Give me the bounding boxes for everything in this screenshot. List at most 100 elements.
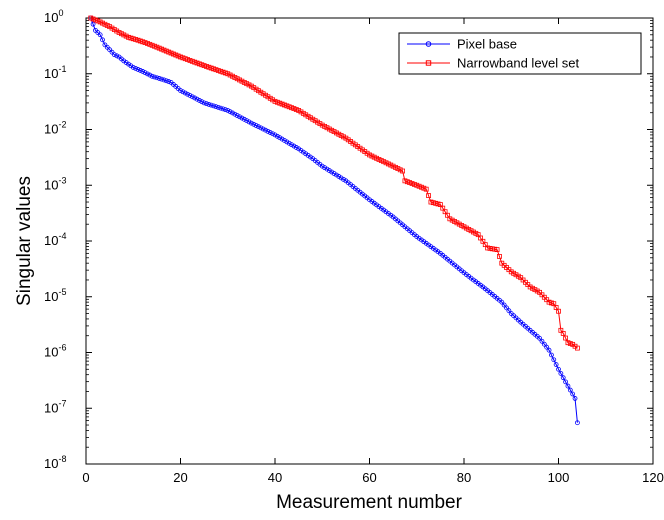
data-point: [196, 98, 202, 103]
data-point: [220, 106, 226, 112]
data-point: [270, 131, 276, 137]
data-point: [331, 171, 337, 176]
data-point: [293, 145, 299, 150]
data-point: [204, 101, 209, 107]
data-point: [189, 94, 195, 100]
data-point: [544, 344, 550, 350]
data-point: [114, 53, 120, 59]
data-point: [246, 119, 252, 125]
data-point: [253, 123, 259, 128]
y-tick-label: 10-5: [44, 287, 66, 304]
legend-marker-pixel-base: [425, 41, 432, 47]
data-point: [100, 37, 105, 43]
data-point: [560, 331, 566, 336]
data-point: [194, 96, 200, 102]
data-point: [504, 305, 509, 311]
data-point: [567, 387, 573, 393]
y-tick-label: 10-7: [44, 398, 66, 415]
data-point: [251, 121, 257, 127]
data-point: [237, 114, 242, 120]
data-point: [499, 299, 505, 305]
data-point: [336, 174, 342, 179]
data-point: [248, 120, 254, 126]
data-point: [560, 375, 566, 381]
data-point: [232, 111, 238, 117]
data-point: [565, 383, 571, 389]
x-axis-title: Measurement number: [276, 492, 463, 513]
data-point: [322, 165, 328, 171]
x-tick-label: 0: [82, 470, 89, 485]
data-point: [135, 67, 141, 72]
data-point: [192, 95, 198, 101]
data-point: [329, 169, 335, 175]
legend-marker-narrowband: [425, 60, 432, 66]
data-point: [324, 166, 330, 172]
y-tick-label: 10-4: [44, 231, 66, 248]
x-tick-label: 60: [362, 470, 376, 485]
legend: Pixel base Narrowband level set: [398, 32, 642, 75]
data-point: [494, 247, 500, 253]
data-point: [142, 70, 148, 76]
data-point: [539, 338, 545, 344]
data-point: [575, 420, 580, 426]
data-point: [180, 89, 186, 95]
legend-label-pixel-base: Pixel base: [457, 37, 517, 52]
data-point: [218, 105, 224, 111]
data-point: [163, 78, 169, 84]
data-point: [178, 88, 183, 93]
data-point: [227, 109, 233, 115]
data-point: [558, 371, 564, 376]
data-point: [400, 168, 405, 174]
data-point: [241, 116, 247, 122]
x-tick-label: 80: [457, 470, 471, 485]
data-point: [213, 104, 219, 110]
data-point: [215, 105, 221, 110]
data-series: [88, 15, 580, 426]
data-point: [501, 302, 507, 308]
data-point: [556, 366, 561, 372]
data-point: [107, 47, 113, 53]
data-point: [199, 99, 205, 105]
data-point: [338, 175, 344, 181]
data-point: [279, 136, 285, 142]
data-point: [208, 102, 214, 108]
data-point: [225, 108, 231, 113]
data-point: [546, 347, 552, 353]
data-point: [274, 133, 280, 139]
data-point: [284, 139, 290, 145]
legend-label-narrowband: Narrowband level set: [457, 56, 580, 71]
data-point: [556, 308, 561, 314]
data-point: [145, 71, 150, 77]
data-point: [506, 308, 512, 314]
data-point: [537, 335, 542, 341]
data-point: [244, 118, 250, 124]
data-point: [234, 113, 240, 118]
data-point: [152, 74, 157, 80]
data-point: [201, 100, 207, 106]
data-point: [265, 128, 271, 134]
data-point: [341, 176, 346, 182]
data-point: [326, 168, 332, 173]
data-point: [572, 396, 578, 401]
data-point: [541, 341, 547, 347]
data-point: [551, 357, 557, 363]
data-point: [272, 132, 278, 138]
data-point: [260, 126, 266, 132]
data-point: [187, 93, 193, 98]
x-tick-label: 100: [548, 470, 570, 485]
data-point: [147, 72, 153, 78]
data-point: [185, 91, 190, 97]
data-point: [206, 102, 212, 107]
data-point: [563, 335, 568, 341]
data-point: [497, 254, 502, 259]
data-point: [133, 66, 139, 71]
axis-ticks: 0 20 40 60 80 100 120 100 10-1 10-2 10-3 10-4 10-5 10…: [44, 8, 664, 485]
x-tick-label: 120: [642, 470, 664, 485]
data-point: [97, 32, 103, 38]
data-point: [286, 140, 292, 146]
data-point: [319, 163, 325, 169]
data-point: [182, 90, 188, 96]
data-point: [166, 79, 172, 84]
data-point: [289, 142, 294, 148]
